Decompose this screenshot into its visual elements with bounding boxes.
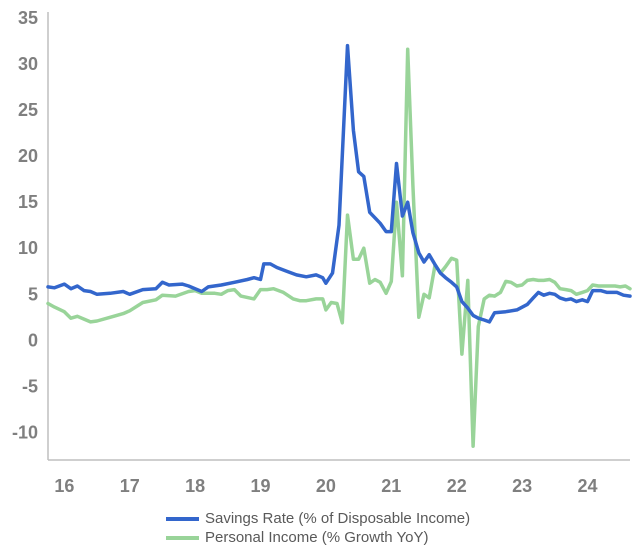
y-tick-label: 10 (18, 238, 38, 258)
legend-label-personal-income: Personal Income (% Growth YoY) (205, 529, 429, 546)
chart-legend: Savings Rate (% of Disposable Income) Pe… (166, 509, 470, 547)
x-tick-label: 21 (381, 476, 401, 496)
y-tick-label: 25 (18, 100, 38, 120)
y-tick-label: 0 (28, 330, 38, 350)
legend-item-personal-income: Personal Income (% Growth YoY) (166, 528, 470, 547)
y-axis-tick-labels: 35 30 25 20 15 10 5 0 -5 -10 (12, 8, 38, 442)
y-tick-label: 35 (18, 8, 38, 28)
legend-label-savings-rate: Savings Rate (% of Disposable Income) (205, 510, 471, 527)
y-tick-label: 30 (18, 54, 38, 74)
y-tick-label: 15 (18, 192, 38, 212)
x-tick-label: 19 (251, 476, 271, 496)
x-tick-label: 24 (577, 476, 597, 496)
x-tick-label: 18 (185, 476, 205, 496)
x-tick-label: 16 (54, 476, 74, 496)
x-tick-label: 22 (447, 476, 467, 496)
y-tick-label: 20 (18, 146, 38, 166)
y-tick-label: -5 (22, 376, 38, 396)
x-axis-tick-labels: 16 17 18 19 20 21 22 23 24 (54, 476, 597, 496)
legend-swatch-personal-income (166, 535, 199, 540)
legend-swatch-savings-rate (166, 516, 199, 521)
x-tick-label: 17 (120, 476, 140, 496)
y-tick-label: 5 (28, 284, 38, 304)
legend-item-savings-rate: Savings Rate (% of Disposable Income) (166, 509, 470, 528)
x-tick-label: 23 (512, 476, 532, 496)
x-tick-label: 20 (316, 476, 336, 496)
series-line-savings-rate (46, 43, 632, 324)
series-line-personal-income (46, 47, 632, 448)
line-chart: 35 30 25 20 15 10 5 0 -5 -10 16 17 18 19 20 21 22 23 24 (12, 8, 632, 496)
y-tick-label: -10 (12, 422, 38, 442)
series-lines (46, 43, 632, 448)
